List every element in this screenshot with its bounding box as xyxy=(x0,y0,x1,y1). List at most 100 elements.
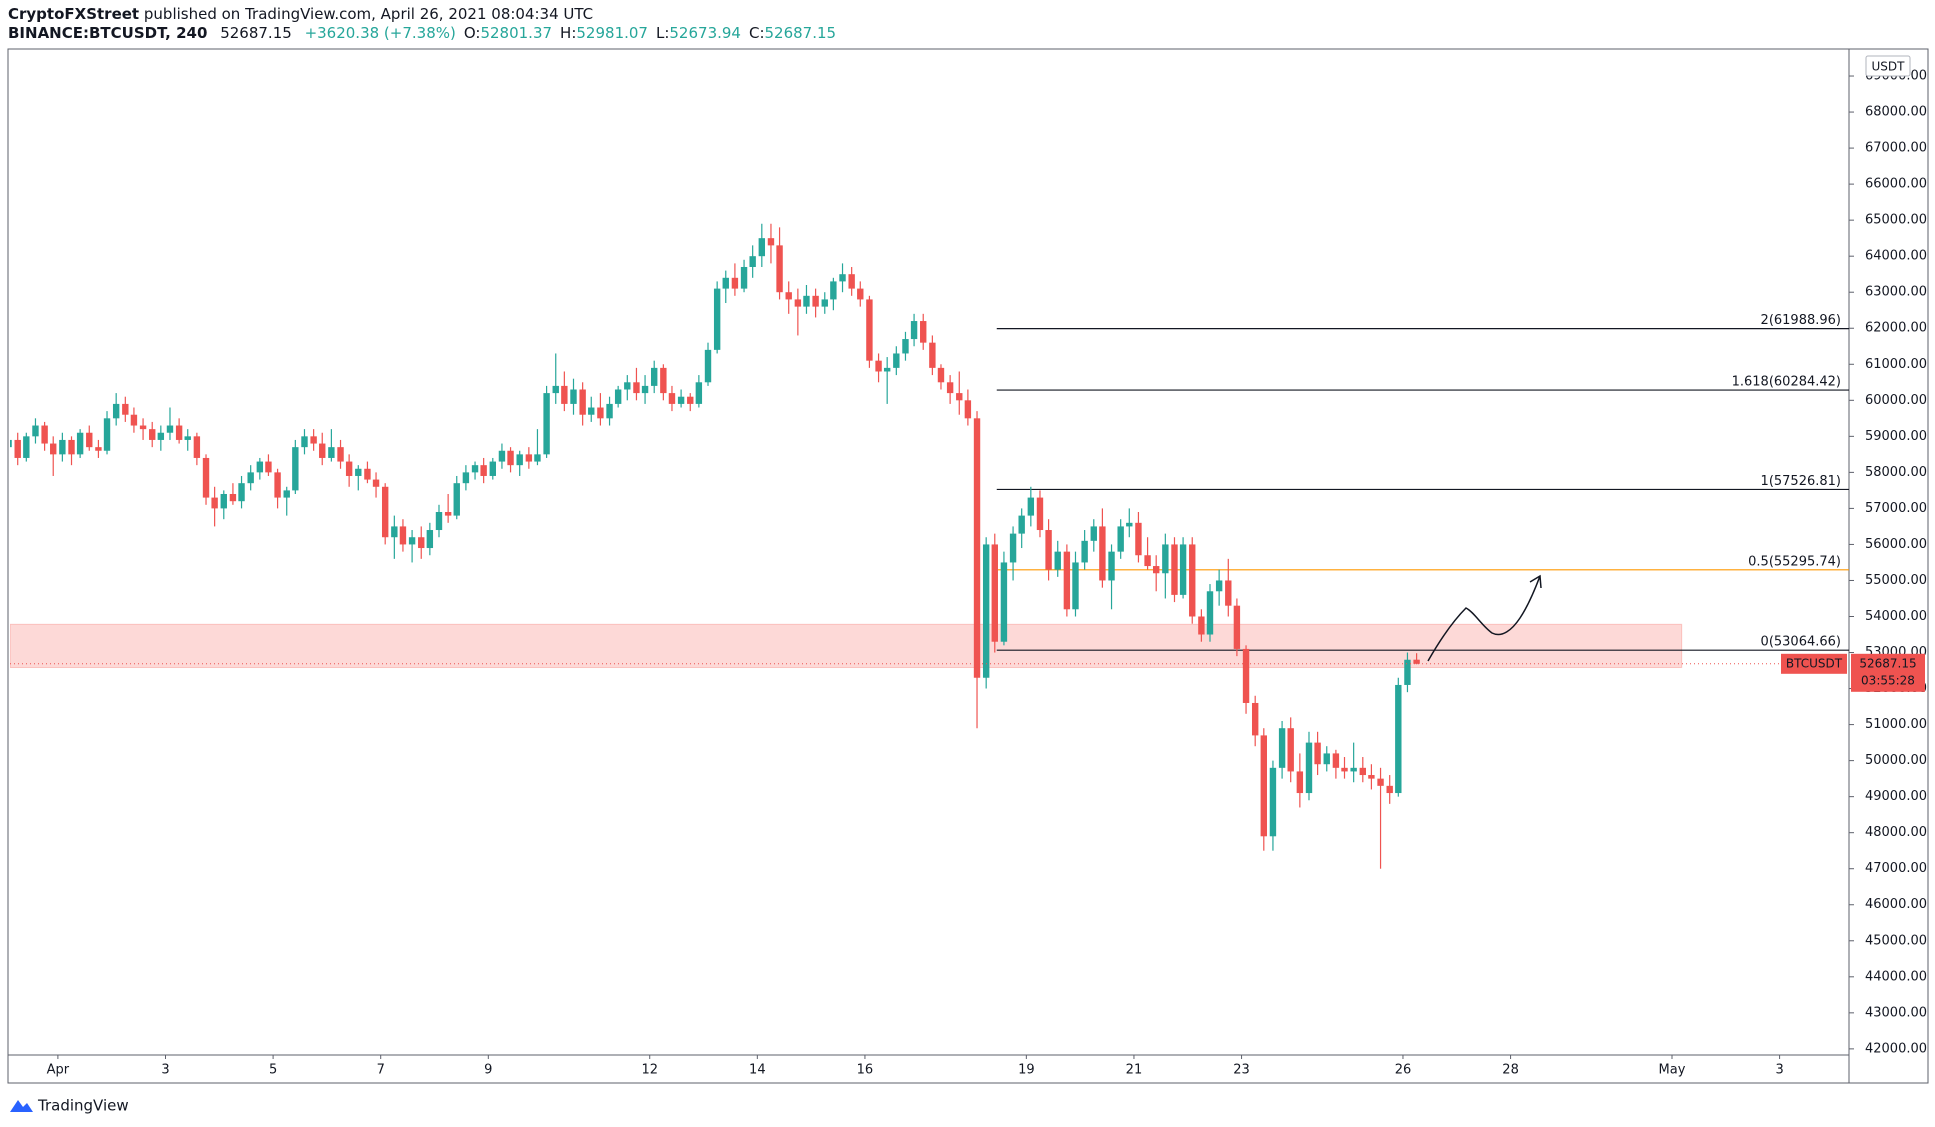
price-tag xyxy=(1851,653,1925,692)
candle-body xyxy=(345,461,353,476)
x-tick-label: 26 xyxy=(1395,1063,1412,1078)
candle-body xyxy=(713,288,721,350)
candle-body xyxy=(731,277,739,289)
candle-body xyxy=(364,468,371,480)
candle-body xyxy=(507,450,514,466)
candle-body xyxy=(1108,551,1115,581)
candle-body xyxy=(785,292,792,300)
y-tick-label: 54000.00 xyxy=(1865,609,1927,624)
candle-body xyxy=(1054,551,1061,570)
candle-body xyxy=(1332,753,1340,768)
candle-body xyxy=(660,367,667,394)
y-tick-label: 56000.00 xyxy=(1865,537,1927,552)
candle-body xyxy=(937,367,945,383)
candle-body xyxy=(1135,522,1142,556)
x-tick-label: 5 xyxy=(269,1063,277,1078)
candle-body xyxy=(274,472,281,498)
candle-body xyxy=(301,436,308,448)
ohlc-value: 52801.37 xyxy=(480,24,552,42)
symbol: BINANCE:BTCUSDT, 240 xyxy=(8,24,207,42)
candle-body xyxy=(597,407,604,419)
candle-body xyxy=(830,281,837,300)
candle-body xyxy=(570,389,577,404)
candle-body xyxy=(956,393,963,401)
candle-body xyxy=(1027,497,1035,516)
symbol-tag-label: BTCUSDT xyxy=(1786,656,1843,670)
candle-body xyxy=(1395,684,1402,794)
candle-body xyxy=(1287,728,1294,772)
candle-body xyxy=(157,432,165,440)
x-tick-label: 23 xyxy=(1233,1063,1250,1078)
candle-body xyxy=(435,512,443,531)
candle-body xyxy=(1206,591,1214,635)
candle-body xyxy=(220,493,227,509)
candle-body xyxy=(68,439,75,455)
candle-body xyxy=(1036,497,1044,531)
candle-body xyxy=(525,454,533,462)
candle-body xyxy=(480,465,487,476)
y-tick-label: 55000.00 xyxy=(1865,573,1927,588)
y-tick-label: 62000.00 xyxy=(1865,321,1927,336)
candle-body xyxy=(1341,767,1348,772)
candle-body xyxy=(10,439,12,448)
candle-body xyxy=(426,530,434,549)
candle-body xyxy=(991,544,998,642)
candle-body xyxy=(1323,753,1330,765)
candle-body xyxy=(76,432,84,455)
candle-body xyxy=(408,537,416,545)
candle-body xyxy=(444,512,452,516)
candle-body xyxy=(1198,616,1205,635)
axes: 42000.00 43000.00 44000.00 45000.00 46000.00… xyxy=(47,55,1927,1078)
candle-body xyxy=(462,472,470,484)
candle-body xyxy=(1045,530,1052,570)
candle-body xyxy=(471,465,479,473)
candle-body xyxy=(310,436,317,444)
candle-body xyxy=(41,425,48,444)
y-tick-label: 45000.00 xyxy=(1865,933,1927,948)
candle-body xyxy=(1269,767,1277,837)
candle-body xyxy=(372,479,380,487)
y-tick-label: 49000.00 xyxy=(1865,789,1927,804)
support-zone xyxy=(10,623,1683,669)
candle-body xyxy=(32,425,39,437)
candle-body xyxy=(902,339,909,354)
candle-body xyxy=(1144,555,1151,567)
candle-body xyxy=(767,238,775,246)
candle-body xyxy=(641,385,649,394)
x-tick-label: 3 xyxy=(161,1063,169,1078)
candle-body xyxy=(1099,526,1106,581)
y-tick-label: 65000.00 xyxy=(1865,213,1927,228)
candle-body xyxy=(1009,533,1017,563)
ohlc-value: 52673.94 xyxy=(669,24,741,42)
y-tick-label: 61000.00 xyxy=(1865,357,1927,372)
plot-area xyxy=(10,223,1849,869)
candle-body xyxy=(614,389,622,404)
candle-body xyxy=(1171,544,1178,595)
candle-body xyxy=(920,321,927,343)
candle-body xyxy=(561,385,568,404)
candle-body xyxy=(1377,778,1384,786)
header-line-2: BINANCE:BTCUSDT, 240 52687.15 +3620.38 (… xyxy=(8,24,836,42)
candle-body xyxy=(1018,515,1025,534)
candle-body xyxy=(1305,742,1313,794)
x-tick-label: 7 xyxy=(377,1063,385,1078)
ohlc-key: O: xyxy=(464,24,481,42)
candle-body xyxy=(1215,580,1223,592)
x-tick-label: 21 xyxy=(1126,1063,1143,1078)
candle-body xyxy=(579,389,586,415)
candle-body xyxy=(453,483,460,516)
candle-body xyxy=(534,454,541,462)
candle-body xyxy=(139,425,147,430)
x-tick-label: 19 xyxy=(1018,1063,1035,1078)
x-tick-label: 9 xyxy=(484,1063,492,1078)
candle-body xyxy=(866,299,873,361)
projection-arrow xyxy=(1427,574,1542,662)
ohlc-value: 52981.07 xyxy=(576,24,648,42)
candle-body xyxy=(588,407,595,415)
candle-body xyxy=(149,429,156,440)
unit-box xyxy=(1865,55,1911,77)
y-tick-label: 44000.00 xyxy=(1865,969,1927,984)
candle-body xyxy=(283,490,290,498)
candle-body xyxy=(1386,785,1393,794)
